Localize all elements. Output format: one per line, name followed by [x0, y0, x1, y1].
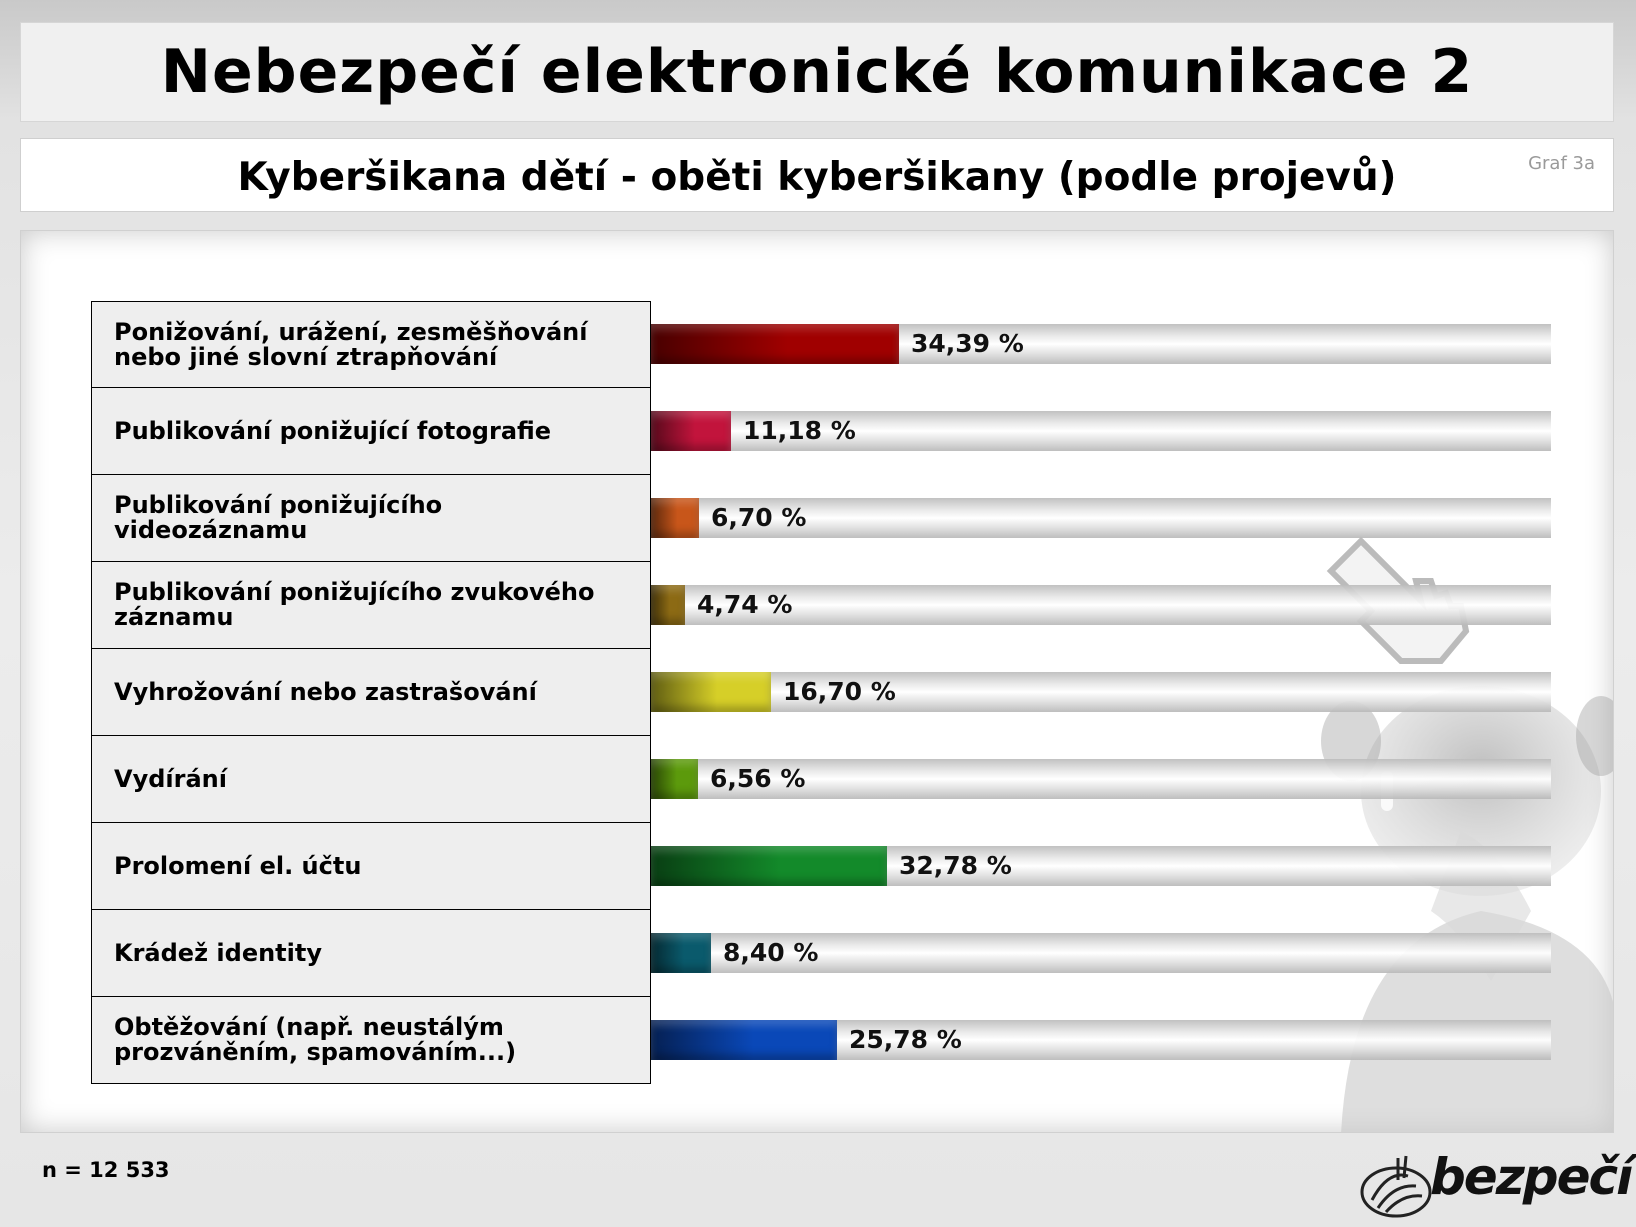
category-label: Vydírání	[114, 764, 227, 793]
bar-track	[651, 585, 1551, 625]
chart-panel: Ponižování, urážení, zesměšňování nebo j…	[20, 230, 1614, 1133]
bar-area: 34,39 % 11,18 % 6,70 % 4,74 % 16,70 % 6,56 % 3…	[651, 301, 1551, 1084]
bar	[651, 1020, 837, 1060]
category-label: Publikování ponižující fotografie	[114, 416, 552, 445]
bar-value-label: 25,78 %	[849, 1025, 962, 1054]
category-label-cell: Publikování ponižujícího videozáznamu	[91, 475, 651, 562]
bar-track	[651, 672, 1551, 712]
category-label-cell: Publikování ponižující fotografie	[91, 388, 651, 475]
bar-row: 16,70 %	[651, 649, 1551, 736]
bar	[651, 324, 899, 364]
bar-value-label: 6,56 %	[710, 764, 806, 793]
bar-row: 25,78 %	[651, 997, 1551, 1084]
bar-track	[651, 411, 1551, 451]
category-label: Ponižování, urážení, zesměšňování nebo j…	[114, 317, 588, 371]
bar-value-label: 11,18 %	[743, 416, 856, 445]
bar	[651, 498, 699, 538]
bar-row: 4,74 %	[651, 562, 1551, 649]
category-label: Vyhrožování nebo zastrašování	[114, 677, 537, 706]
bar-row: 6,56 %	[651, 736, 1551, 823]
category-label: Publikování ponižujícího zvukového zázna…	[114, 578, 595, 631]
bar	[651, 411, 731, 451]
bar-row: 6,70 %	[651, 475, 1551, 562]
page-title: Nebezpečí elektronické komunikace 2	[160, 37, 1474, 107]
graph-tag: Graf 3a	[1528, 153, 1595, 174]
category-label: Obtěžování (např. neustálým prozváněním,…	[114, 1013, 517, 1066]
bar-value-label: 32,78 %	[899, 851, 1012, 880]
bar-row: 32,78 %	[651, 823, 1551, 910]
category-label-cell: Obtěžování (např. neustálým prozváněním,…	[91, 997, 651, 1084]
bar	[651, 672, 771, 712]
bar-value-label: 8,40 %	[723, 938, 819, 967]
logo-hands-icon	[1360, 1155, 1432, 1218]
bar-row: 8,40 %	[651, 910, 1551, 997]
category-label-cell: Vydírání	[91, 736, 651, 823]
logo-text: bezpečí	[1430, 1148, 1633, 1206]
bezpeci-logo: bezpečí	[1358, 1148, 1633, 1220]
bar-value-label: 4,74 %	[697, 590, 793, 619]
category-label-cell: Publikování ponižujícího zvukového zázna…	[91, 562, 651, 649]
bar	[651, 933, 711, 973]
category-label-cell: Vyhrožování nebo zastrašování	[91, 649, 651, 736]
bar-row: 11,18 %	[651, 388, 1551, 475]
category-label-cell: Prolomení el. účtu	[91, 823, 651, 910]
title-banner: Nebezpečí elektronické komunikace 2	[20, 22, 1614, 122]
bar	[651, 759, 698, 799]
category-label-cell: Ponižování, urážení, zesměšňování nebo j…	[91, 301, 651, 388]
bar-value-label: 34,39 %	[911, 329, 1024, 358]
bar-track	[651, 498, 1551, 538]
bar	[651, 846, 887, 886]
subtitle-banner: Kyberšikana dětí - oběti kyberšikany (po…	[20, 138, 1614, 212]
chart-title: Kyberšikana dětí - oběti kyberšikany (po…	[237, 154, 1397, 200]
category-label: Prolomení el. účtu	[114, 851, 362, 880]
bar-row: 34,39 %	[651, 301, 1551, 388]
sample-size: n = 12 533	[42, 1158, 170, 1182]
bar-value-label: 16,70 %	[783, 677, 896, 706]
category-label-cell: Krádež identity	[91, 910, 651, 997]
bar-value-label: 6,70 %	[711, 503, 807, 532]
bar	[651, 585, 685, 625]
bar-track	[651, 933, 1551, 973]
category-label: Krádež identity	[114, 938, 322, 967]
bar-track	[651, 759, 1551, 799]
category-label-column: Ponižování, urážení, zesměšňování nebo j…	[91, 301, 651, 1084]
category-label: Publikování ponižujícího videozáznamu	[114, 491, 443, 544]
